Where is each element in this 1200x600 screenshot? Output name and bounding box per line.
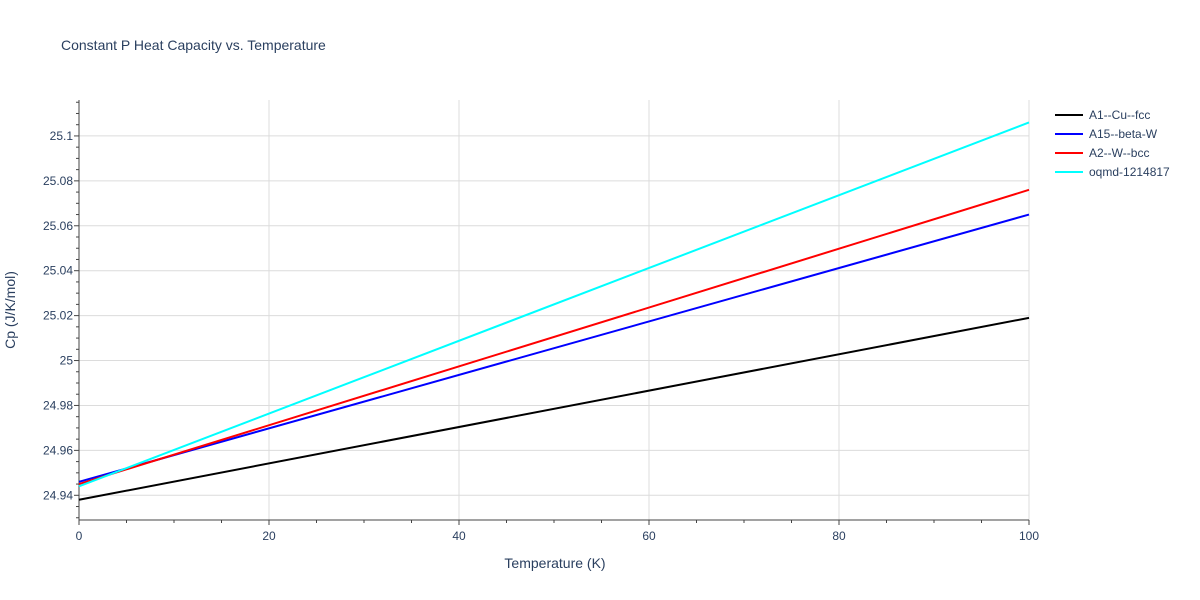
- x-tick-label-1: 20: [262, 529, 276, 543]
- x-axis-title: Temperature (K): [504, 555, 605, 571]
- y-tick-label-1: 24.96: [43, 443, 73, 457]
- legend-item-3[interactable]: oqmd-1214817: [1055, 165, 1170, 179]
- axis-layer: 0 20 40 60 80 100 24.94 24.96 24.98 25 25.02 25.04 2…: [43, 100, 1039, 543]
- chart-title: Constant P Heat Capacity vs. Temperature: [61, 37, 326, 53]
- legend[interactable]: A1--Cu--fcc A15--beta-W A2--W--bcc oqmd-121…: [1055, 108, 1170, 179]
- y-tick-label-0: 24.94: [43, 488, 73, 502]
- y-tick-label-7: 25.08: [43, 174, 73, 188]
- grid-layer: [79, 100, 1030, 520]
- y-tick-label-8: 25.1: [50, 129, 74, 143]
- legend-label-1: A15--beta-W: [1089, 127, 1158, 141]
- legend-label-2: A2--W--bcc: [1089, 146, 1149, 160]
- series-line-1: [78, 213, 1030, 483]
- y-axis-title: Cp (J/K/mol): [2, 271, 18, 349]
- x-tick-label-5: 100: [1019, 529, 1039, 543]
- x-tick-label-0: 0: [76, 529, 83, 543]
- y-tick-label-4: 25.02: [43, 309, 73, 323]
- legend-label-3: oqmd-1214817: [1089, 165, 1170, 179]
- series-line-0: [78, 316, 1030, 501]
- x-tick-label-3: 60: [642, 529, 656, 543]
- y-tick-label-5: 25.04: [43, 264, 73, 278]
- series-line-3: [78, 121, 1030, 488]
- legend-item-1[interactable]: A15--beta-W: [1055, 127, 1158, 141]
- legend-label-0: A1--Cu--fcc: [1089, 108, 1150, 122]
- y-tick-label-2: 24.98: [43, 398, 73, 412]
- x-tick-label-4: 80: [832, 529, 846, 543]
- y-tick-label-3: 25: [60, 354, 74, 368]
- legend-item-2[interactable]: A2--W--bcc: [1055, 146, 1149, 160]
- y-tick-label-6: 25.06: [43, 219, 73, 233]
- series-line-2: [78, 188, 1030, 486]
- series-layer: [78, 121, 1030, 501]
- legend-item-0[interactable]: A1--Cu--fcc: [1055, 108, 1150, 122]
- x-tick-label-2: 40: [452, 529, 466, 543]
